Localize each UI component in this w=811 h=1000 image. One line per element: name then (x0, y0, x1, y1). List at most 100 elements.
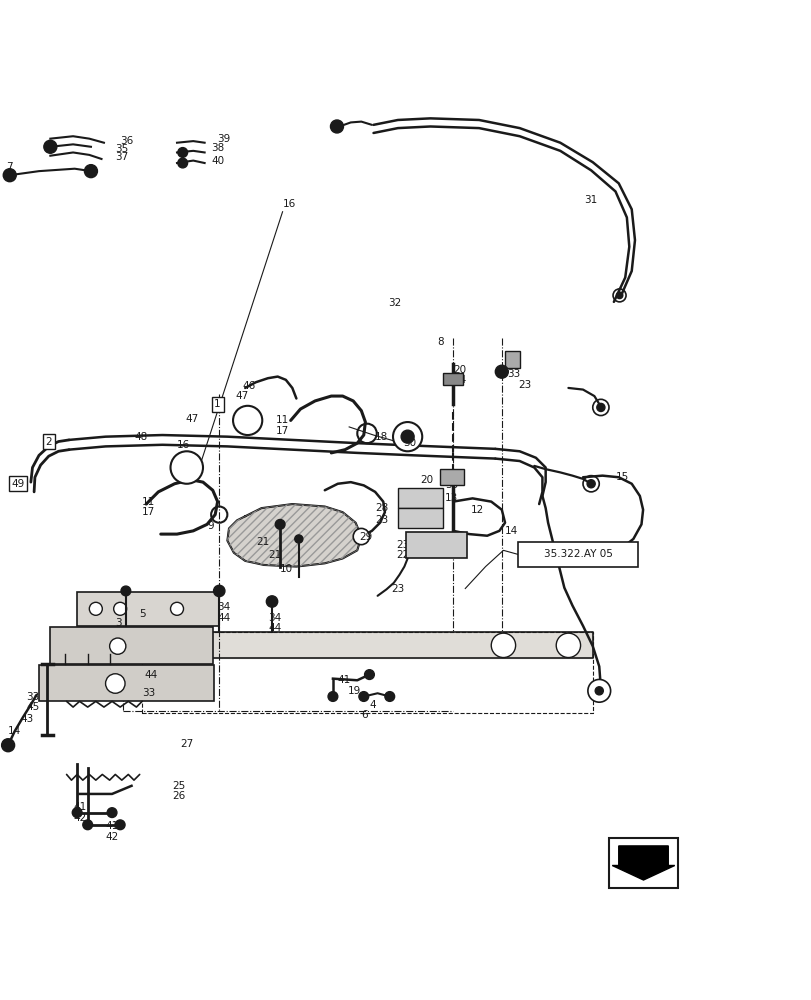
Circle shape (384, 692, 394, 701)
Circle shape (72, 808, 82, 817)
Circle shape (364, 670, 374, 679)
Bar (39, 665, 213, 701)
Circle shape (294, 535, 303, 543)
Bar (517, 542, 637, 567)
Text: 33: 33 (142, 688, 155, 698)
Text: 48: 48 (134, 432, 147, 442)
Circle shape (616, 292, 622, 299)
Text: 17: 17 (142, 507, 155, 517)
Bar (440, 469, 464, 485)
Text: 25: 25 (172, 781, 185, 791)
Bar (397, 488, 442, 508)
Text: 12: 12 (470, 505, 483, 515)
Text: 36: 36 (120, 136, 133, 146)
Circle shape (107, 808, 117, 817)
Text: 33: 33 (507, 369, 520, 379)
Text: 27: 27 (180, 739, 193, 749)
Text: 18: 18 (375, 432, 388, 442)
Text: 33: 33 (444, 480, 457, 490)
Text: 10: 10 (280, 564, 293, 574)
Circle shape (2, 739, 15, 752)
Text: 47: 47 (235, 391, 248, 401)
Circle shape (401, 430, 414, 443)
Circle shape (266, 596, 277, 607)
Circle shape (182, 633, 207, 658)
Text: 14: 14 (504, 526, 517, 536)
Text: 4: 4 (369, 700, 375, 710)
Circle shape (109, 638, 126, 654)
Text: 13: 13 (444, 493, 457, 503)
Text: 32: 32 (388, 298, 401, 308)
Circle shape (115, 820, 125, 830)
Circle shape (586, 480, 594, 488)
Bar (504, 351, 519, 368)
Bar (397, 508, 442, 528)
Polygon shape (142, 632, 592, 658)
Text: 41: 41 (105, 821, 118, 831)
Circle shape (275, 519, 285, 529)
Text: 21: 21 (255, 537, 268, 547)
Text: 39: 39 (217, 134, 230, 144)
Text: 8: 8 (436, 337, 443, 347)
Circle shape (3, 169, 16, 182)
Text: 5: 5 (139, 609, 146, 619)
Text: 9: 9 (207, 521, 213, 531)
Text: 42: 42 (105, 832, 118, 842)
Circle shape (556, 633, 580, 658)
Text: 33: 33 (26, 692, 39, 702)
Bar (608, 838, 677, 888)
Circle shape (84, 165, 97, 178)
Circle shape (594, 687, 603, 695)
Circle shape (83, 820, 92, 830)
Text: 11: 11 (276, 415, 289, 425)
Text: 23: 23 (517, 380, 530, 390)
Text: 26: 26 (172, 791, 185, 801)
Bar (406, 532, 466, 558)
Text: 14: 14 (8, 726, 21, 736)
Text: 2: 2 (45, 437, 52, 447)
Circle shape (178, 158, 187, 168)
Text: 6: 6 (361, 710, 367, 720)
Circle shape (89, 602, 102, 615)
Text: 20: 20 (420, 475, 433, 485)
Text: 33: 33 (412, 493, 425, 503)
Circle shape (330, 120, 343, 133)
Bar (142, 632, 592, 713)
Text: 16: 16 (282, 199, 295, 209)
Text: 29: 29 (358, 532, 371, 542)
Text: 22: 22 (396, 550, 409, 560)
Text: 38: 38 (211, 143, 224, 153)
Text: 31: 31 (584, 195, 597, 205)
Text: 41: 41 (337, 675, 350, 685)
Text: 23: 23 (375, 515, 388, 525)
Text: 3: 3 (115, 618, 122, 628)
Text: 20: 20 (453, 365, 466, 375)
Text: 49: 49 (11, 479, 24, 489)
Text: 1: 1 (214, 399, 221, 409)
Text: 24: 24 (453, 375, 466, 385)
Circle shape (393, 422, 422, 451)
Text: 34: 34 (268, 613, 281, 623)
Polygon shape (611, 846, 674, 880)
Text: 42: 42 (73, 813, 86, 823)
Polygon shape (227, 504, 361, 567)
Circle shape (596, 403, 604, 411)
Text: 44: 44 (268, 623, 281, 633)
Circle shape (358, 692, 368, 701)
Bar (443, 373, 462, 385)
Text: 47: 47 (185, 414, 198, 424)
Text: 35.322.AY 05: 35.322.AY 05 (543, 549, 611, 559)
Circle shape (233, 406, 262, 435)
Text: 45: 45 (26, 702, 39, 712)
Bar (50, 627, 212, 664)
Text: 44: 44 (217, 613, 230, 623)
Circle shape (121, 586, 131, 596)
Text: 30: 30 (402, 438, 415, 448)
Circle shape (178, 148, 187, 157)
Bar (77, 592, 219, 626)
Circle shape (114, 602, 127, 615)
Text: 43: 43 (20, 714, 33, 724)
Text: 23: 23 (391, 584, 404, 594)
Circle shape (328, 692, 337, 701)
Text: 17: 17 (276, 426, 289, 436)
